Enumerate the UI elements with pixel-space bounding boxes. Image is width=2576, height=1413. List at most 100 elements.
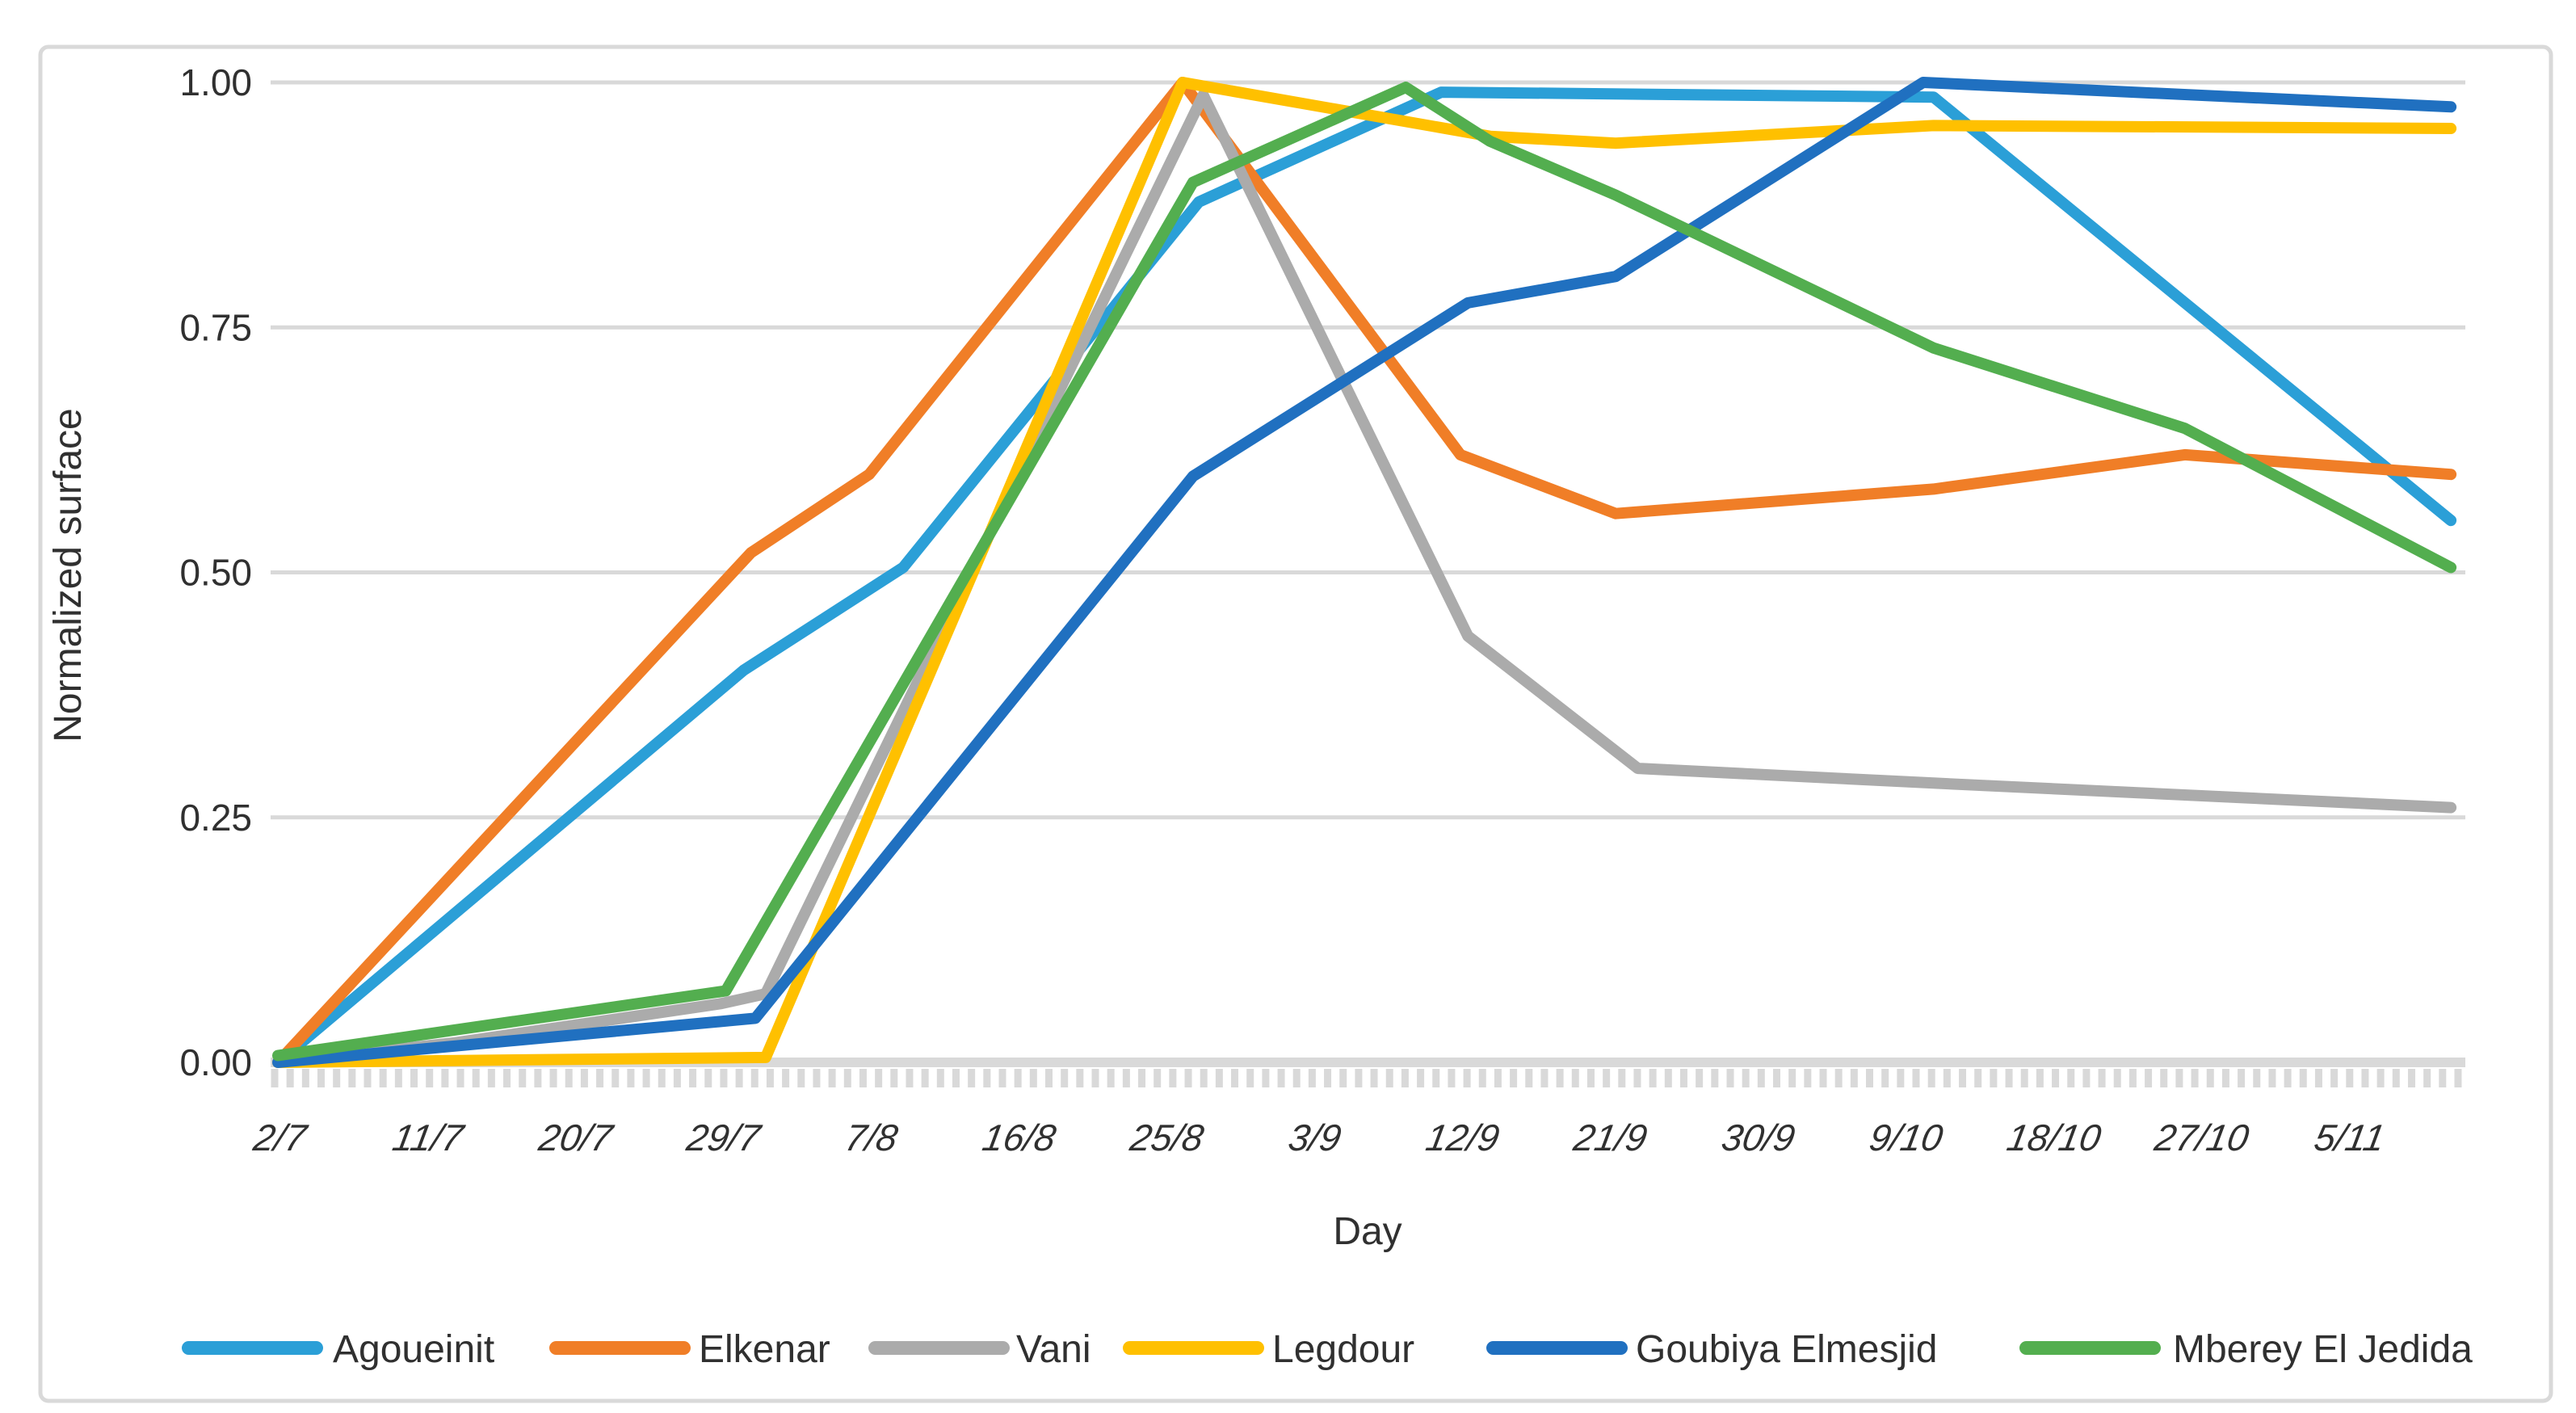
- x-tick-label-7-8: 7/8: [842, 1117, 901, 1159]
- x-axis-minor-tick: [1029, 1069, 1037, 1087]
- x-axis-minor-tick: [2454, 1069, 2462, 1087]
- x-tick-label-16-8: 16/8: [979, 1117, 1059, 1159]
- x-axis-minor-tick: [1200, 1069, 1208, 1087]
- x-axis-minor-tick: [1510, 1069, 1518, 1087]
- gridline-y-1: [271, 80, 2465, 85]
- gridline-y-0.5: [271, 570, 2465, 574]
- x-axis-minor-tick: [936, 1069, 944, 1087]
- x-axis-minor-tick: [921, 1069, 929, 1087]
- x-axis-minor-tick: [2423, 1069, 2431, 1087]
- x-axis-minor-tick: [301, 1069, 309, 1087]
- x-axis-minor-tick: [286, 1069, 294, 1087]
- x-axis-minor-tick: [1696, 1069, 1704, 1087]
- x-axis-minor-tick: [1959, 1069, 1967, 1087]
- x-axis-minor-tick: [1804, 1069, 1812, 1087]
- x-axis-minor-ticks-group: [271, 1069, 2462, 1087]
- x-axis-minor-tick: [271, 1069, 279, 1087]
- x-axis-minor-tick: [1525, 1069, 1533, 1087]
- x-axis-minor-tick: [813, 1069, 821, 1087]
- series-line-agoueinit: [272, 86, 2457, 1068]
- legend-label: Agoueinit: [333, 1328, 494, 1371]
- x-axis-minor-tick: [2221, 1069, 2229, 1087]
- x-axis-minor-tick: [1974, 1069, 1982, 1087]
- x-axis-minor-tick: [1277, 1069, 1285, 1087]
- x-axis-minor-tick: [2407, 1069, 2415, 1087]
- x-axis-minor-tick: [2268, 1069, 2276, 1087]
- x-axis-minor-tick: [1618, 1069, 1626, 1087]
- legend-swatch-elkenar: [549, 1341, 691, 1355]
- x-axis-minor-tick: [565, 1069, 573, 1087]
- x-axis-minor-tick: [2314, 1069, 2322, 1087]
- x-axis-minor-tick: [2392, 1069, 2400, 1087]
- x-axis-minor-tick: [456, 1069, 464, 1087]
- x-axis-minor-tick: [1448, 1069, 1456, 1087]
- x-axis-minor-tick: [1603, 1069, 1611, 1087]
- x-axis-minor-tick: [750, 1069, 759, 1087]
- x-axis-minor-tick: [534, 1069, 542, 1087]
- x-axis-minor-tick: [1478, 1069, 1486, 1087]
- x-axis-minor-tick: [1912, 1069, 1920, 1087]
- legend-swatch-vani: [868, 1341, 1010, 1355]
- legend-label: Elkenar: [699, 1328, 830, 1371]
- legend-label: Legdour: [1272, 1328, 1414, 1371]
- legend-group: Agoueinit Elkenar Vani Legdour Goubiya Elmes…: [182, 1328, 2473, 1371]
- x-axis-minor-tick: [1571, 1069, 1579, 1087]
- x-axis-minor-tick: [1262, 1069, 1270, 1087]
- x-tick-label-29-7: 29/7: [683, 1117, 766, 1159]
- x-axis-minor-tick: [890, 1069, 898, 1087]
- x-tick-label-3-9: 3/9: [1285, 1117, 1344, 1159]
- x-axis-minor-tick: [1169, 1069, 1177, 1087]
- x-axis-minor-tick: [1370, 1069, 1378, 1087]
- x-axis-minor-tick: [1633, 1069, 1641, 1087]
- x-axis-minor-tick: [1246, 1069, 1254, 1087]
- legend-label: Vani: [1016, 1328, 1091, 1371]
- x-axis-minor-tick: [441, 1069, 449, 1087]
- series-line-elkenar: [272, 77, 2457, 1068]
- x-axis-minor-tick: [673, 1069, 681, 1087]
- x-axis-minor-tick: [1834, 1069, 1843, 1087]
- x-axis-minor-tick: [2376, 1069, 2385, 1087]
- x-axis-minor-tick: [658, 1069, 666, 1087]
- x-axis-minor-tick: [1154, 1069, 1162, 1087]
- legend-swatch-agoueinit: [182, 1341, 323, 1355]
- x-axis-minor-tick: [2113, 1069, 2121, 1087]
- x-axis-minor-tick: [704, 1069, 712, 1087]
- x-axis-minor-tick: [2238, 1069, 2246, 1087]
- x-axis-minor-tick: [1726, 1069, 1734, 1087]
- x-axis-minor-tick: [1339, 1069, 1347, 1087]
- x-axis-minor-tick: [859, 1069, 867, 1087]
- x-axis-minor-tick: [2128, 1069, 2137, 1087]
- x-axis-minor-tick: [549, 1069, 557, 1087]
- x-axis-minor-tick: [1711, 1069, 1719, 1087]
- x-axis-minor-tick: [2299, 1069, 2307, 1087]
- x-axis-minor-tick: [317, 1069, 326, 1087]
- x-axis-minor-tick: [2284, 1069, 2292, 1087]
- x-axis-minor-tick: [1649, 1069, 1657, 1087]
- y-tick-label-0.50: 0.50: [179, 552, 252, 594]
- x-axis-minor-tick: [1742, 1069, 1750, 1087]
- x-tick-label-21-9: 21/9: [1570, 1117, 1651, 1159]
- x-axis-minor-tick: [983, 1069, 991, 1087]
- x-axis-minor-tick: [363, 1069, 372, 1087]
- x-axis-minor-tick: [828, 1069, 836, 1087]
- x-axis-minor-tick: [1757, 1069, 1765, 1087]
- series-line-vani: [272, 89, 2457, 1068]
- x-axis-minor-tick: [843, 1069, 851, 1087]
- x-axis-minor-tick: [611, 1069, 620, 1087]
- x-axis-minor-tick: [2191, 1069, 2199, 1087]
- x-axis-minor-tick: [2082, 1069, 2091, 1087]
- x-axis-minor-tick: [580, 1069, 588, 1087]
- x-tick-label-5-11: 5/11: [2311, 1117, 2388, 1159]
- x-axis-minor-tick: [1556, 1069, 1564, 1087]
- legend-label: Goubiya Elmesjid: [1636, 1328, 1938, 1371]
- x-axis-minor-tick: [1881, 1069, 1889, 1087]
- x-axis-minor-tick: [627, 1069, 635, 1087]
- x-axis-minor-tick: [1107, 1069, 1115, 1087]
- x-axis-minor-tick: [1990, 1069, 1998, 1087]
- x-axis-minor-tick: [2206, 1069, 2214, 1087]
- x-tick-label-9-10: 9/10: [1866, 1117, 1946, 1159]
- x-axis-minor-tick: [1850, 1069, 1858, 1087]
- x-tick-label-11-7: 11/7: [389, 1117, 468, 1159]
- x-tick-label-25-8: 25/8: [1127, 1117, 1208, 1159]
